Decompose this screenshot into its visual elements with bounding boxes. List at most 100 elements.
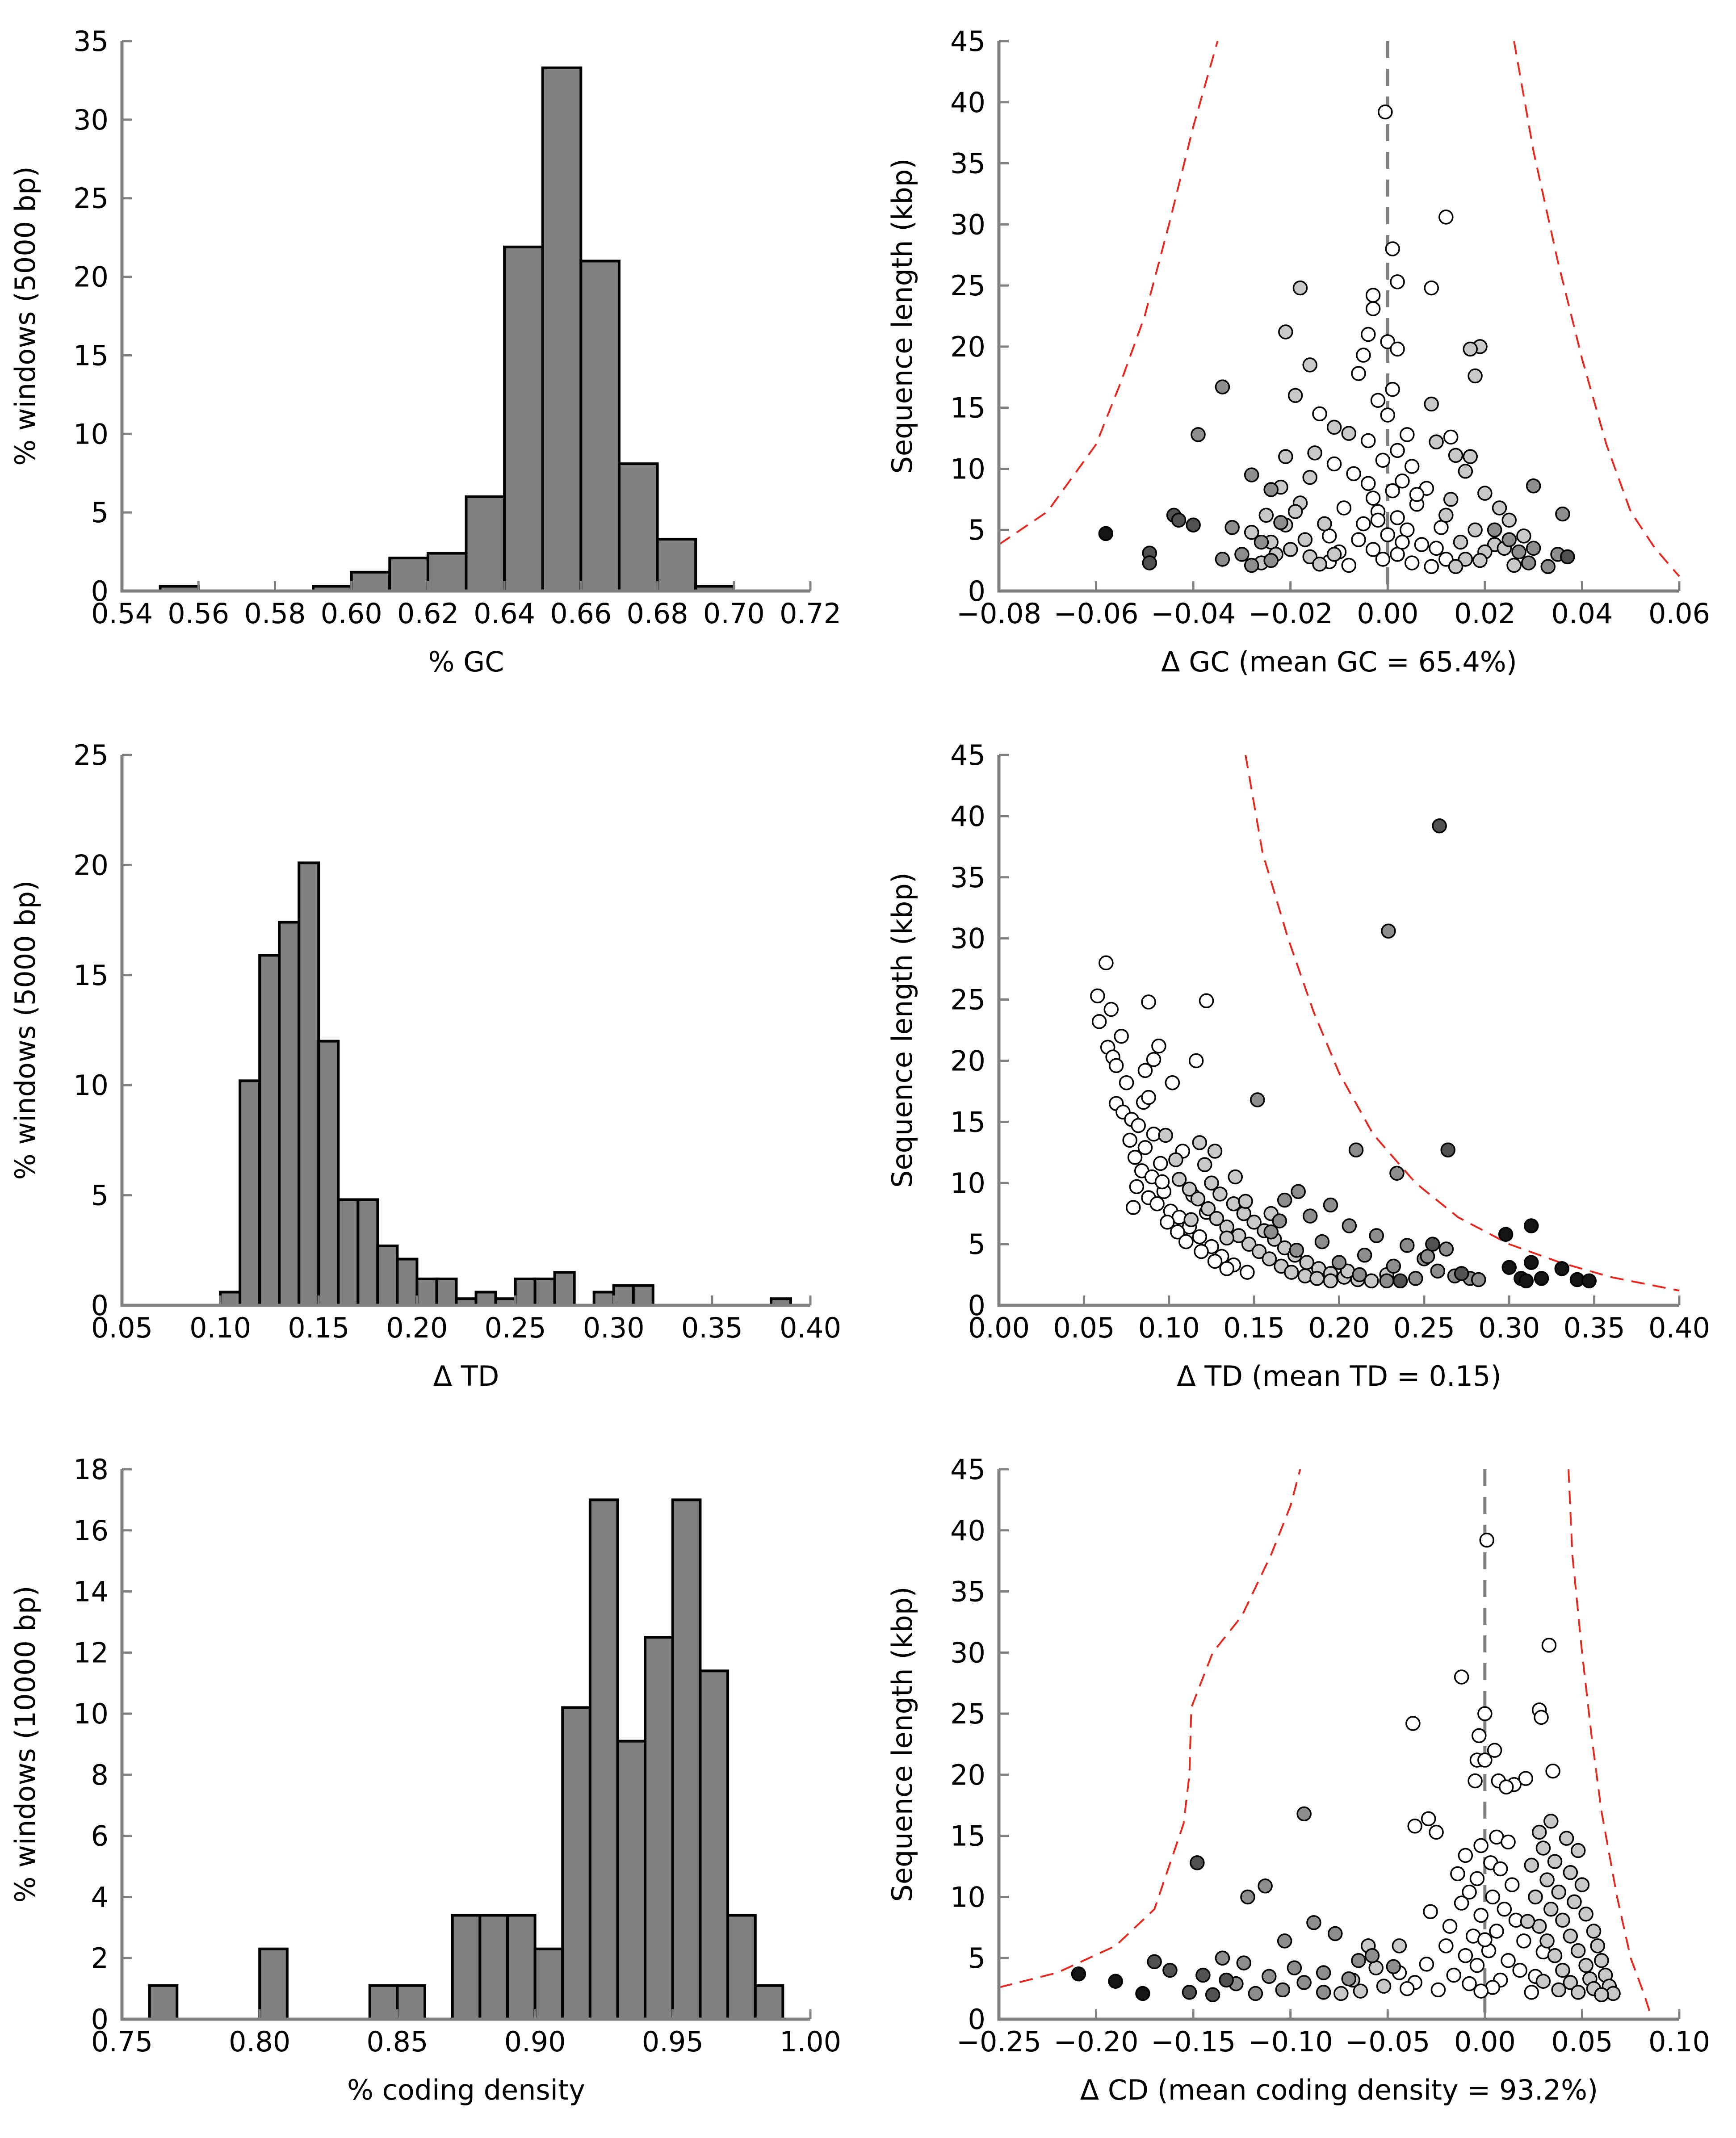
scatter-point	[1183, 1212, 1199, 1228]
x-tick-label: 0.00	[1357, 597, 1418, 630]
x-tick-label: 0.90	[504, 2025, 566, 2058]
histogram-bar	[396, 1984, 427, 2021]
scatter-point	[1370, 512, 1386, 528]
y-tick-label: 10	[950, 1167, 985, 1199]
x-tick-label: 0.10	[1138, 1312, 1200, 1344]
scatter-point	[1567, 1894, 1582, 1910]
x-tick-label: 0.06	[1648, 597, 1710, 630]
scatter-point	[1192, 1229, 1208, 1245]
scatter-point	[1578, 1958, 1593, 1973]
scatter-point	[1559, 1831, 1574, 1846]
scatter-point	[1543, 1902, 1559, 1917]
scatter-point	[1404, 555, 1420, 570]
threshold-curve	[1513, 41, 1680, 577]
scatter-point	[1275, 1982, 1291, 1998]
y-tick-label: 30	[950, 922, 985, 955]
scatter-point	[1263, 553, 1279, 568]
y-tick-label: 16	[73, 1514, 109, 1547]
scatter-point	[1429, 541, 1444, 556]
scatter-point	[1297, 532, 1313, 547]
scatter-point	[1262, 1251, 1277, 1266]
scatter-point	[1160, 1215, 1175, 1230]
scatter-point	[1432, 818, 1447, 834]
x-tick-label: −0.10	[1248, 2025, 1333, 2058]
y-tick-label: 20	[950, 1044, 985, 1077]
x-tick-label: −0.08	[956, 597, 1041, 630]
scatter-point	[1551, 1884, 1566, 1900]
scatter-point	[1419, 1957, 1434, 1972]
x-tick-label: 0.56	[168, 597, 229, 630]
scatter-point	[1258, 1878, 1273, 1894]
scatter-point	[1200, 1201, 1216, 1216]
scatter-point	[1236, 1955, 1252, 1970]
histogram-bar	[258, 954, 281, 1307]
y-axis-label: % windows (10000 bp)	[9, 1586, 42, 1903]
y-tick-label: 10	[950, 453, 985, 485]
y-tick-label: 40	[950, 1514, 985, 1547]
scatter-point	[1207, 1144, 1223, 1159]
histogram-bar	[514, 1277, 537, 1307]
scatter-point	[1520, 1914, 1535, 1929]
scatter-point	[1317, 516, 1332, 532]
scatter-point	[1119, 1075, 1134, 1090]
scatter-point	[1071, 1966, 1086, 1982]
x-tick-label: 0.05	[1053, 1312, 1115, 1344]
scatter-point	[1357, 1248, 1372, 1263]
histogram-bar	[617, 462, 659, 593]
scatter-point	[1131, 1118, 1146, 1133]
y-tick-label: 12	[73, 1636, 109, 1669]
x-tick-label: 0.15	[1223, 1312, 1285, 1344]
scatter-point	[1199, 993, 1214, 1009]
histogram-bar	[376, 1244, 399, 1307]
scatter-point	[1539, 1872, 1555, 1887]
scatter-point	[1380, 334, 1396, 349]
histogram-bar	[656, 537, 697, 593]
histogram-bar	[465, 495, 506, 592]
scatter-point	[1389, 1165, 1405, 1181]
histogram-bar	[350, 570, 391, 593]
scatter-point	[1404, 459, 1420, 474]
x-tick-label: 0.75	[91, 2025, 153, 2058]
scatter-point	[1421, 1811, 1436, 1827]
panel-gc-histogram: 0.54 0.56 0.58 0.60 0.62 0.64 0.66 0.68 0.70 0.72…	[9, 25, 841, 678]
x-tick-label: 0.60	[321, 597, 382, 630]
scatter-point	[1570, 1943, 1586, 1958]
scatter-point	[1563, 1975, 1578, 1990]
scatter-point	[1207, 1253, 1223, 1269]
scatter-point	[1400, 427, 1415, 442]
scatter-point	[1462, 1884, 1477, 1900]
scatter-point	[1516, 528, 1531, 544]
y-tick-label: 10	[73, 1069, 109, 1102]
scatter-point	[1545, 1763, 1560, 1779]
scatter-point	[1380, 527, 1396, 542]
scatter-point	[1151, 1038, 1166, 1054]
scatter-point	[1440, 1142, 1455, 1158]
histogram-bar	[541, 66, 583, 593]
scatter-point	[1262, 1969, 1277, 1984]
scatter-point	[1405, 1716, 1421, 1731]
scatter-point	[1127, 1149, 1143, 1165]
scatter-point	[1424, 559, 1439, 574]
x-tick-label: −0.20	[1054, 2025, 1139, 2058]
x-tick-label: 0.68	[627, 597, 688, 630]
scatter-point	[1312, 406, 1327, 422]
scatter-point	[1226, 1196, 1241, 1212]
scatter-point	[1251, 1244, 1267, 1259]
x-tick-label: 0.72	[780, 597, 841, 630]
scatter-point	[1501, 512, 1517, 528]
scatter-point	[1361, 476, 1376, 491]
x-tick-label: 0.25	[485, 1312, 546, 1344]
histogram-bar	[396, 1258, 419, 1307]
y-tick-label: 15	[950, 392, 985, 424]
scatter-point	[1392, 1938, 1407, 1954]
scatter-point	[1141, 1090, 1156, 1105]
histogram-bar	[451, 1914, 482, 2021]
x-tick-label: 0.10	[1648, 2025, 1710, 2058]
scatter-point	[1291, 1184, 1306, 1199]
scatter-point	[1385, 381, 1400, 397]
scatter-point	[1365, 301, 1381, 316]
scatter-point	[1454, 1895, 1469, 1911]
scatter-point	[1526, 478, 1541, 494]
scatter-point	[1277, 1192, 1292, 1208]
scatter-point	[1438, 507, 1454, 523]
